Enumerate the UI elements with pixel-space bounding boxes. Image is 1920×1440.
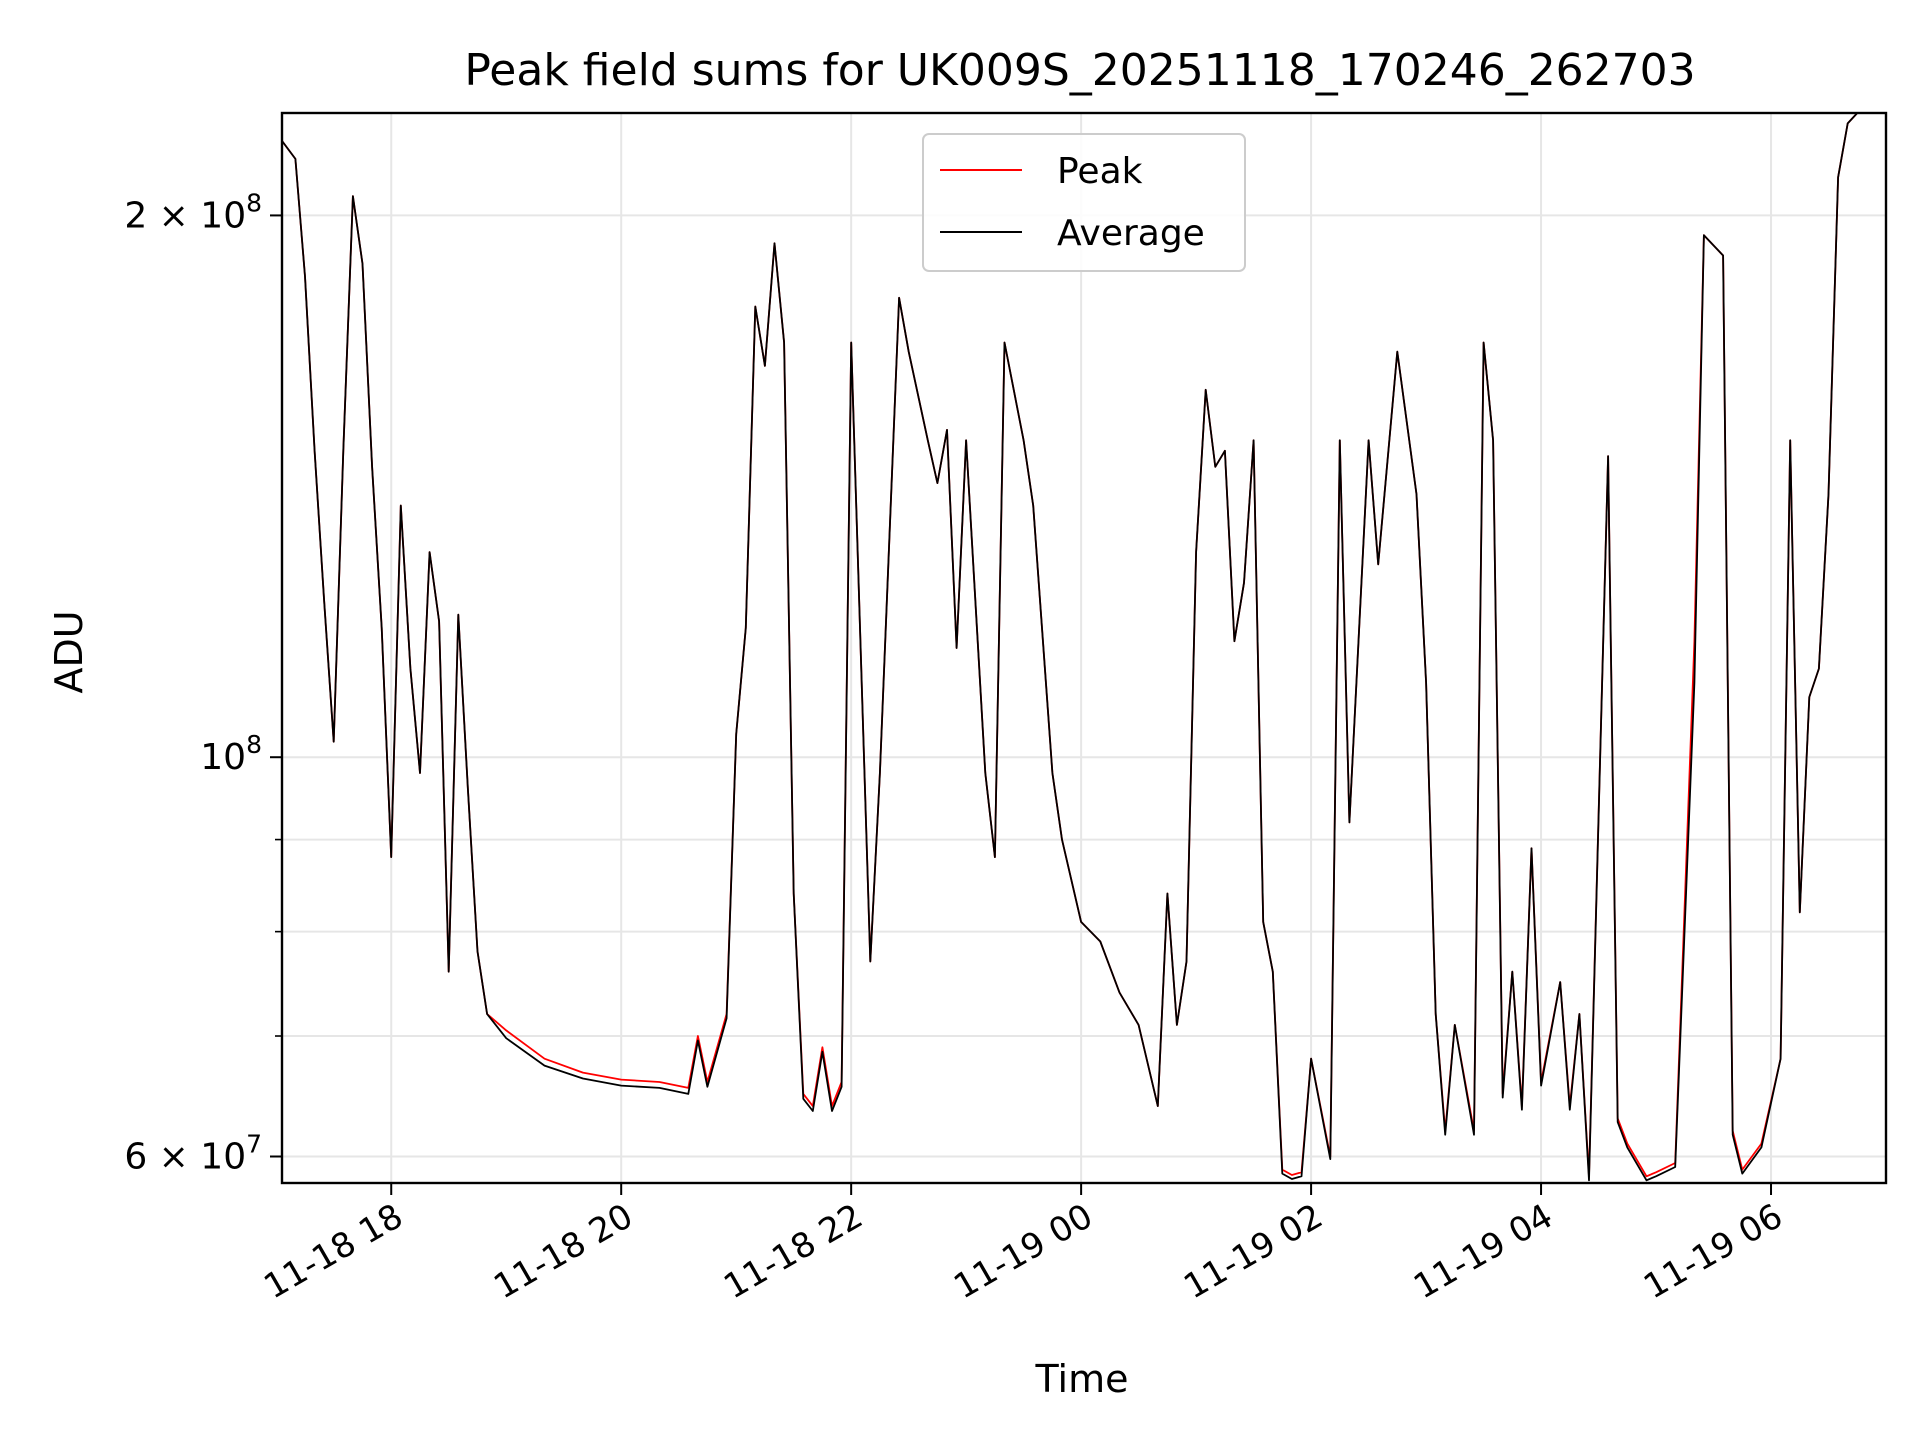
- y-tick-label: 108: [200, 730, 262, 778]
- legend-label: Average: [1057, 213, 1205, 254]
- y-axis-label: ADU: [47, 610, 91, 693]
- series-layer: [282, 113, 1858, 1182]
- legend-label: Peak: [1057, 151, 1143, 192]
- y-axis-ticks: 108 2 × 108 6 × 107: [124, 188, 282, 1178]
- grid-lines: [282, 113, 1886, 1183]
- y-tick-label: 6 × 107: [124, 1130, 262, 1178]
- series-line-average: [282, 113, 1858, 1182]
- y-tick-label: 2 × 108: [124, 188, 262, 236]
- x-axis-label: Time: [1035, 1357, 1129, 1401]
- chart-title: Peak field sums for UK009S_20251118_1702…: [464, 45, 1695, 96]
- plot-area-frame: [280, 111, 1888, 1185]
- legend-box: [922, 133, 1246, 272]
- legend: Peak Average: [922, 133, 1246, 272]
